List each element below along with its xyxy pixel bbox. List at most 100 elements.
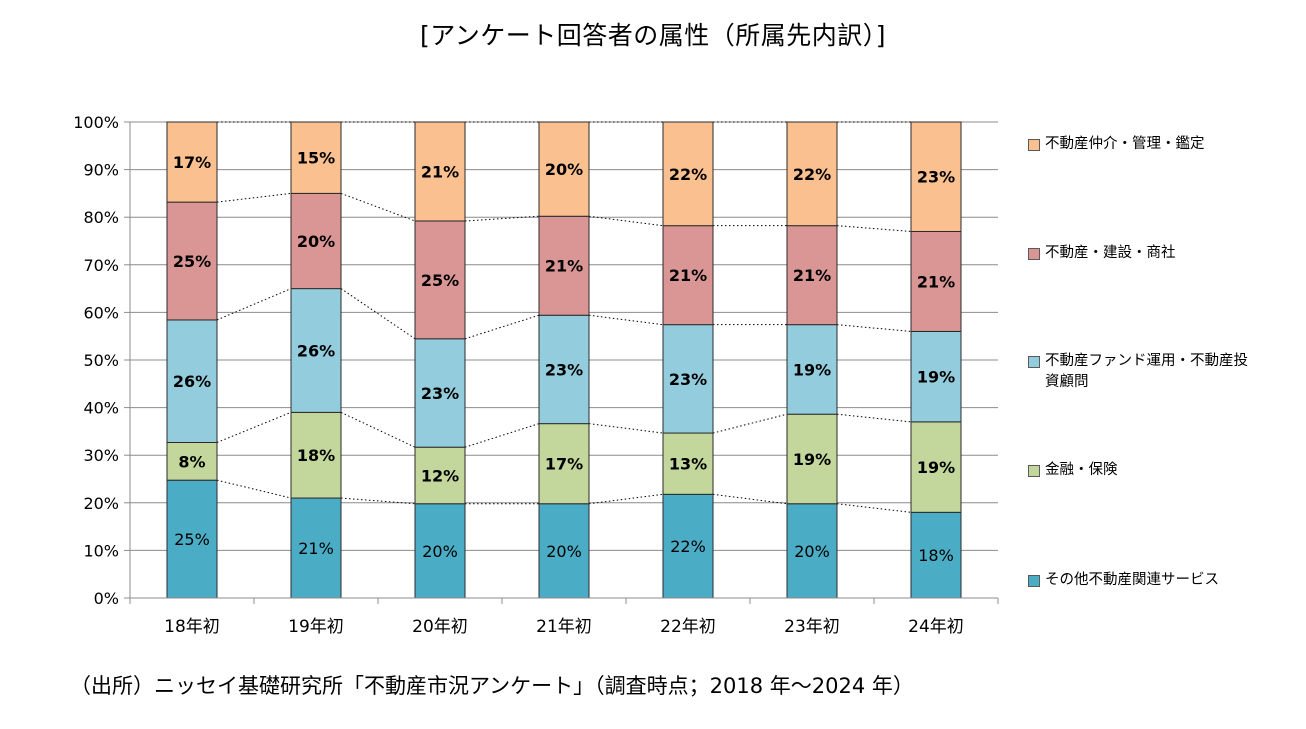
legend-item: 金融・保険	[1028, 460, 1255, 481]
bar-segment	[662, 225, 714, 326]
legend-swatch	[1028, 465, 1040, 477]
series-connector-line	[340, 288, 416, 340]
y-tick-label: 70%	[83, 256, 119, 275]
y-tick-label: 60%	[83, 303, 119, 322]
series-connector-line	[216, 192, 292, 203]
y-tick-label: 90%	[83, 161, 119, 180]
bar-segment	[786, 121, 838, 227]
data-label: 22%	[669, 165, 707, 184]
x-tick-label: 19年初	[288, 617, 344, 637]
data-label: 18%	[297, 446, 335, 465]
data-label: 26%	[297, 341, 335, 360]
chart-title: [アンケート回答者の属性（所属先内訳）]	[419, 21, 886, 50]
data-label: 19%	[917, 368, 955, 387]
legend-swatch	[1028, 248, 1040, 260]
data-label: 20%	[794, 542, 830, 561]
y-tick-label: 20%	[83, 494, 119, 513]
bar-segment	[166, 201, 218, 321]
bar-segment	[290, 288, 342, 413]
series-connector-line	[588, 215, 664, 227]
data-label: 25%	[173, 252, 211, 271]
x-tick-label: 18年初	[164, 617, 220, 637]
legend-label: 不動産ファンド運用・不動産投資顧問	[1045, 353, 1248, 390]
series-connector-line	[340, 192, 416, 222]
bar-segment	[414, 446, 466, 505]
bar-segment	[538, 121, 590, 217]
series-connector-line	[464, 314, 540, 340]
series-connector-line	[712, 493, 788, 505]
series-connector-line	[836, 225, 912, 232]
source-note: （出所）ニッセイ基礎研究所「不動産市況アンケート」（調査時点；2018 年～20…	[70, 674, 914, 698]
data-label: 13%	[669, 455, 707, 474]
x-tick-label: 20年初	[412, 617, 468, 637]
data-label: 20%	[545, 160, 583, 179]
bar-segment	[166, 121, 218, 203]
y-tick-label: 50%	[83, 351, 119, 370]
series-connector-line	[464, 423, 540, 448]
legend-item: 不動産・建設・商社	[1028, 243, 1255, 264]
x-tick-label: 24年初	[908, 617, 964, 637]
series-connector-line	[836, 413, 912, 423]
y-tick-label: 100%	[73, 113, 119, 132]
data-label: 18%	[918, 546, 954, 565]
x-tick-label: 23年初	[784, 617, 840, 637]
series-connector-line	[340, 411, 416, 448]
bar-segment	[166, 319, 218, 443]
data-label: 20%	[297, 232, 335, 251]
data-label: 21%	[545, 257, 583, 276]
bar-segment	[290, 192, 342, 290]
x-tick-label: 21年初	[536, 617, 592, 637]
legend-item: その他不動産関連サービス	[1028, 570, 1255, 591]
legend-swatch	[1028, 575, 1040, 587]
data-label: 20%	[422, 542, 458, 561]
y-tick-label: 40%	[83, 399, 119, 418]
data-label: 25%	[421, 271, 459, 290]
legend-label: その他不動産関連サービス	[1045, 572, 1219, 588]
bar-segment	[166, 441, 218, 481]
bars	[166, 121, 962, 599]
data-label: 21%	[793, 266, 831, 285]
data-label: 22%	[793, 165, 831, 184]
bar-segment	[538, 215, 590, 316]
series-connector-line	[340, 497, 416, 505]
series-connector-line	[836, 324, 912, 332]
legend-item: 不動産仲介・管理・鑑定	[1028, 134, 1255, 155]
data-label: 17%	[545, 455, 583, 474]
data-label: 21%	[917, 272, 955, 291]
bar-segment	[662, 324, 714, 434]
bar-segment	[290, 411, 342, 499]
series-connector-lines	[216, 121, 912, 513]
series-connector-line	[588, 314, 664, 326]
data-label: 23%	[669, 370, 707, 389]
data-label: 23%	[917, 168, 955, 187]
data-label: 12%	[421, 466, 459, 485]
series-connector-line	[588, 423, 664, 434]
series-connector-line	[836, 503, 912, 513]
data-label: 19%	[793, 450, 831, 469]
axes: 0% 10% 20% 30% 40% 50% 60% 70% 80% 90% 100% 18年初 19年…	[73, 113, 999, 637]
bar-segment	[910, 230, 962, 332]
data-label: 22%	[670, 537, 706, 556]
bar-segment	[290, 497, 342, 599]
series-connector-line	[712, 413, 788, 434]
legend: 不動産仲介・管理・鑑定 不動産・建設・商社不動産ファンド運用・不動産投資顧問金融・…	[1028, 0, 1298, 729]
y-tick-label: 30%	[83, 446, 119, 465]
series-connector-line	[464, 215, 540, 222]
legend-swatch	[1028, 139, 1040, 151]
bar-segment	[414, 220, 466, 340]
bar-segment	[166, 479, 218, 599]
data-label: 19%	[793, 360, 831, 379]
data-label: 23%	[545, 360, 583, 379]
y-tick-label: 80%	[83, 208, 119, 227]
bar-segment	[662, 493, 714, 599]
data-label: 21%	[669, 266, 707, 285]
data-label: 21%	[298, 539, 334, 558]
bar-segment	[786, 324, 838, 415]
series-connector-line	[216, 411, 292, 443]
bar-segment	[414, 338, 466, 448]
legend-label: 不動産・建設・商社	[1045, 245, 1176, 261]
legend-label: 金融・保険	[1045, 462, 1118, 478]
legend-label: 不動産仲介・管理・鑑定	[1045, 136, 1205, 152]
data-label: 23%	[421, 384, 459, 403]
